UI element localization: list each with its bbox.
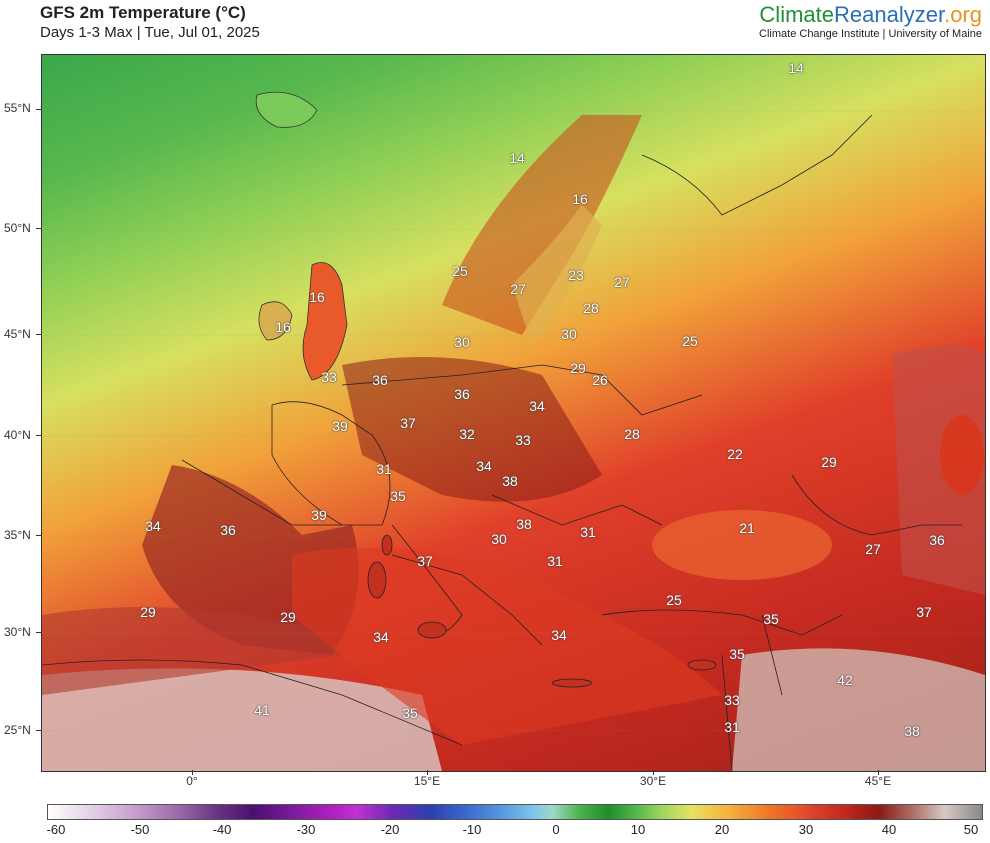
temp-label: 33 [515, 432, 531, 448]
temp-label: 28 [624, 426, 640, 442]
temp-label: 22 [727, 446, 743, 462]
temp-label: 14 [509, 150, 525, 166]
temp-label: 31 [547, 553, 563, 569]
temp-label: 25 [666, 592, 682, 608]
temp-label: 37 [417, 553, 433, 569]
temp-label: 33 [724, 692, 740, 708]
brand-subtitle: Climate Change Institute | University of… [759, 28, 982, 40]
temp-label: 34 [373, 629, 389, 645]
lat-tick [36, 109, 41, 110]
temp-label: 38 [904, 723, 920, 739]
temp-label: 37 [400, 415, 416, 431]
temp-label: 31 [580, 524, 596, 540]
temp-label: 35 [729, 646, 745, 662]
temp-label: 23 [568, 267, 584, 283]
lon-tick [878, 770, 879, 775]
lat-tick [36, 228, 41, 229]
temp-label: 37 [916, 604, 932, 620]
temp-label: 35 [402, 705, 418, 721]
temp-label: 36 [372, 372, 388, 388]
temp-label: 38 [516, 516, 532, 532]
colorbar-tick-label: -20 [380, 822, 400, 837]
colorbar-tick-label: -10 [462, 822, 482, 837]
lat-tick [36, 632, 41, 633]
temp-label: 31 [376, 461, 392, 477]
temp-label: 29 [280, 609, 296, 625]
lon-tick [653, 770, 654, 775]
brand-part-3: .org [944, 2, 982, 27]
lat-tick [36, 435, 41, 436]
lon-label: 30°E [639, 774, 667, 788]
lon-label: 45°E [864, 774, 892, 788]
temp-label: 21 [739, 520, 755, 536]
temp-label: 35 [390, 488, 406, 504]
colorbar-tick-label: 30 [798, 822, 814, 837]
temp-label: 27 [614, 274, 630, 290]
lat-label: 45°N [4, 327, 31, 341]
lon-label: 15°E [413, 774, 441, 788]
lat-tick [36, 730, 41, 731]
temp-label: 30 [491, 531, 507, 547]
temp-label: 34 [145, 518, 161, 534]
colorbar-tick-label: -50 [130, 822, 150, 837]
map-title: GFS 2m Temperature (°C) [40, 3, 246, 22]
map-subtitle: Days 1-3 Max | Tue, Jul 01, 2025 [40, 24, 260, 41]
temp-label: 27 [865, 541, 881, 557]
lat-tick [36, 535, 41, 536]
temp-label: 32 [459, 426, 475, 442]
temp-label: 34 [476, 458, 492, 474]
lat-label: 55°N [4, 101, 31, 115]
colorbar-tick-label: -60 [46, 822, 66, 837]
temp-label: 16 [572, 191, 588, 207]
temp-label: 29 [821, 454, 837, 470]
lon-tick [427, 770, 428, 775]
temp-label: 35 [763, 611, 779, 627]
temp-label: 31 [724, 719, 740, 735]
temp-label: 42 [837, 672, 853, 688]
temp-label: 38 [502, 473, 518, 489]
temp-label: 39 [311, 507, 327, 523]
lat-label: 50°N [4, 221, 31, 235]
map-graphics [42, 91, 985, 771]
temp-label: 28 [583, 300, 599, 316]
temp-label: 14 [788, 60, 804, 76]
temp-label: 33 [321, 369, 337, 385]
colorbar-tick-label: -30 [296, 822, 316, 837]
temperature-map [41, 54, 986, 772]
temp-label: 29 [570, 360, 586, 376]
temp-label: 36 [220, 522, 236, 538]
lat-label: 25°N [4, 723, 31, 737]
temp-label: 39 [332, 418, 348, 434]
temp-label: 36 [454, 386, 470, 402]
temp-label: 34 [529, 398, 545, 414]
temperature-colorbar [47, 804, 983, 820]
temp-label: 27 [510, 281, 526, 297]
colorbar-tick-label: 50 [963, 822, 979, 837]
lon-label: 0° [186, 774, 198, 788]
lat-tick [36, 334, 41, 335]
colorbar-tick-label: -40 [212, 822, 232, 837]
temp-label: 16 [275, 319, 291, 335]
temp-label: 41 [254, 702, 270, 718]
lat-label: 40°N [4, 428, 31, 442]
colorbar-tick-label: 20 [714, 822, 730, 837]
temp-label: 34 [551, 627, 567, 643]
temp-label: 30 [561, 326, 577, 342]
brand-part-2: Reanalyzer [834, 2, 945, 27]
lat-label: 35°N [4, 528, 31, 542]
colorbar-tick-label: 0 [552, 822, 560, 837]
temp-label: 26 [592, 372, 608, 388]
brand-part-1: Climate [759, 2, 834, 27]
temp-label: 36 [929, 532, 945, 548]
temp-label: 25 [682, 333, 698, 349]
lon-tick [192, 770, 193, 775]
colorbar-tick-label: 10 [630, 822, 646, 837]
brand-logo[interactable]: ClimateReanalyzer.org [759, 2, 982, 28]
temp-label: 29 [140, 604, 156, 620]
temp-label: 30 [454, 334, 470, 350]
lat-label: 30°N [4, 625, 31, 639]
colorbar-tick-label: 40 [881, 822, 897, 837]
temp-label: 25 [452, 263, 468, 279]
temp-label: 16 [309, 289, 325, 305]
